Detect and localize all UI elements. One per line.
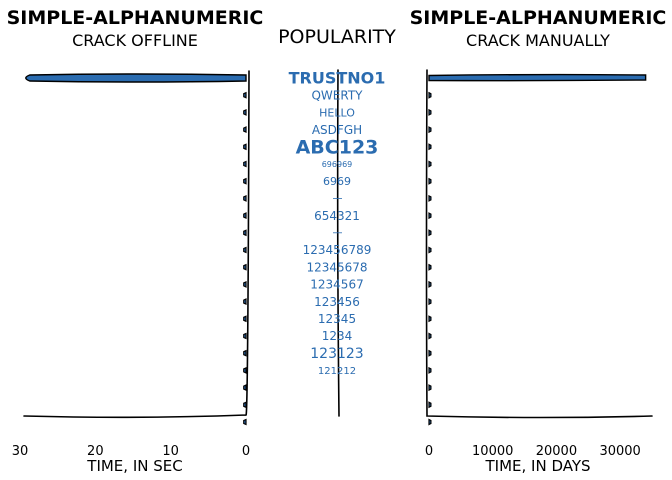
right-bar <box>428 212 432 220</box>
popularity-word: 123123 <box>310 346 363 362</box>
left-x-tick-label: 10 <box>162 444 179 459</box>
right-bar <box>428 401 432 409</box>
left-bar <box>243 229 247 237</box>
right-x-tick-label: 30000 <box>599 444 640 459</box>
right-bar <box>428 263 432 271</box>
left-bar <box>243 280 247 288</box>
right-bar <box>428 160 432 168</box>
left-bar <box>243 332 247 340</box>
right-bar <box>428 246 432 254</box>
right-chart-title: SIMPLE-ALPHANUMERIC <box>410 7 667 29</box>
left-bar <box>243 418 247 426</box>
left-x-tick-label: 30 <box>12 444 29 459</box>
popularity-word: 6969 <box>323 175 351 188</box>
right-x-tick-label: 10000 <box>472 444 513 459</box>
right-bar <box>428 73 647 82</box>
left-bar <box>243 212 247 220</box>
left-bar <box>243 246 247 254</box>
right-chart-subtitle: CRACK MANUALLY <box>466 31 610 50</box>
left-x-tick-label: 0 <box>242 444 250 459</box>
left-bar <box>243 177 247 185</box>
right-bar <box>428 366 432 374</box>
right-bar <box>428 418 432 426</box>
right-bar <box>428 280 432 288</box>
left-x-axis-label: TIME, IN SEC <box>86 457 182 475</box>
popularity-word: 654321 <box>314 209 360 223</box>
right-bar <box>428 229 432 237</box>
right-bar <box>428 143 432 151</box>
left-bar <box>243 263 247 271</box>
left-axis-line <box>23 70 250 419</box>
left-bar <box>243 366 247 374</box>
right-bar <box>428 108 432 116</box>
right-bar <box>428 194 432 202</box>
right-axis-line <box>425 69 653 419</box>
right-panel-crack-manually: SIMPLE-ALPHANUMERIC CRACK MANUALLY 0 1000… <box>410 7 667 475</box>
left-bar <box>243 108 247 116</box>
right-bar <box>428 91 432 99</box>
popularity-word: 1234567 <box>310 278 363 292</box>
right-x-tick-label: 0 <box>425 444 433 459</box>
right-x-ticks: 0 10000 20000 30000 <box>425 444 641 459</box>
center-divider-line <box>336 69 340 417</box>
popularity-word: QWERTY <box>311 88 363 102</box>
popularity-word: 123456 <box>314 295 360 309</box>
popularity-word: ASDFGH <box>312 123 362 137</box>
popularity-word: 121212 <box>318 366 356 377</box>
right-bars-group <box>428 73 647 426</box>
popularity-word: 12345 <box>318 312 356 326</box>
left-chart-subtitle: CRACK OFFLINE <box>72 31 198 50</box>
popularity-words-group: TRUSTNO1QWERTYHELLOASDFGHABC123696969696… <box>289 69 386 377</box>
popularity-word: 123456789 <box>303 243 372 257</box>
left-bar <box>243 349 247 357</box>
right-bar <box>428 126 432 134</box>
left-x-ticks: 30 20 10 0 <box>12 444 250 459</box>
popularity-word: 12345678 <box>306 260 367 274</box>
left-bar <box>243 298 247 306</box>
popularity-word: 1234 <box>322 329 353 343</box>
left-bar <box>243 401 247 409</box>
right-bar <box>428 315 432 323</box>
left-bar <box>243 143 247 151</box>
left-bar <box>243 91 247 99</box>
popularity-word: 696969 <box>322 160 353 169</box>
left-bar <box>243 160 247 168</box>
popularity-title: POPULARITY <box>278 26 396 48</box>
popularity-word: ABC123 <box>296 136 379 158</box>
popularity-word: TRUSTNO1 <box>289 69 386 88</box>
left-bar <box>243 315 247 323</box>
right-x-axis-label: TIME, IN DAYS <box>484 457 590 475</box>
left-chart-title: SIMPLE-ALPHANUMERIC <box>7 7 264 29</box>
right-x-tick-label: 20000 <box>536 444 577 459</box>
right-bar <box>428 349 432 357</box>
popularity-word: HELLO <box>319 106 355 119</box>
left-bar <box>243 126 247 134</box>
left-bars-group <box>25 73 247 426</box>
left-x-tick-label: 20 <box>87 444 104 459</box>
right-bar <box>428 384 432 392</box>
right-bar <box>428 177 432 185</box>
left-bar <box>243 384 247 392</box>
left-panel-crack-offline: SIMPLE-ALPHANUMERIC CRACK OFFLINE 30 20 10… <box>7 7 264 475</box>
right-bar <box>428 332 432 340</box>
left-bar <box>25 73 247 83</box>
left-bar <box>243 194 247 202</box>
right-bar <box>428 298 432 306</box>
